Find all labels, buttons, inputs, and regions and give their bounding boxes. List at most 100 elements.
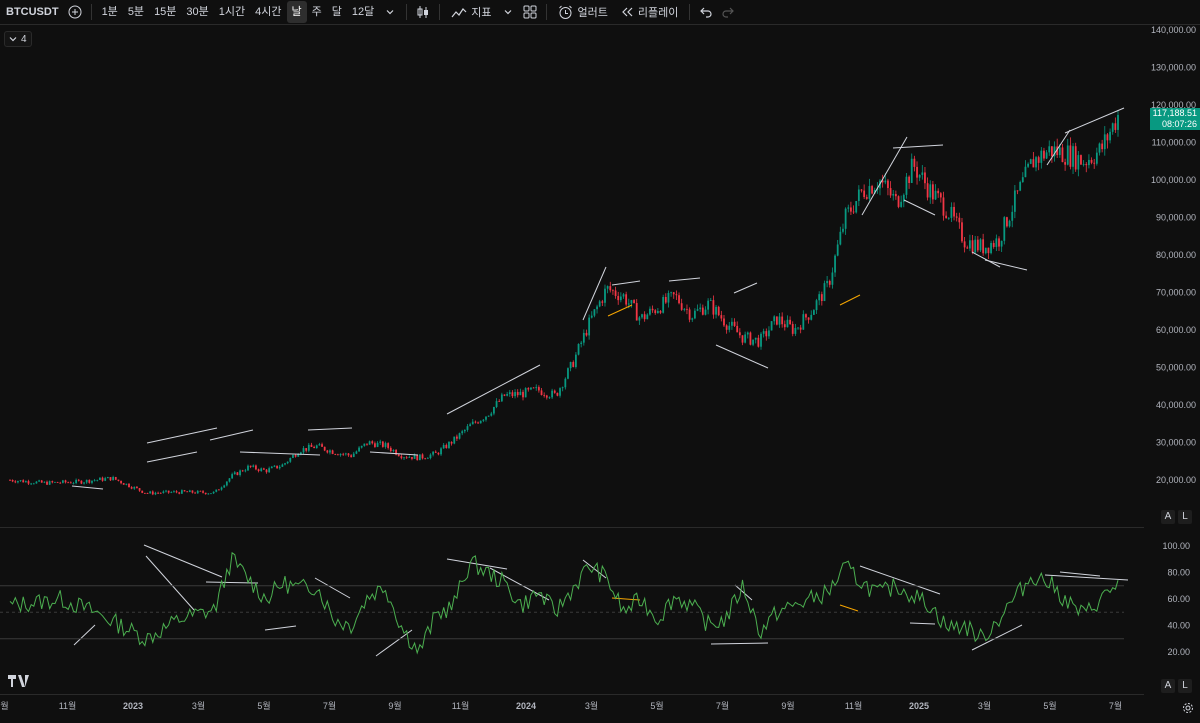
candle-body (9, 480, 11, 481)
interval-1h[interactable]: 1시간 (218, 6, 246, 18)
indicators-button[interactable]: 지표 (445, 4, 497, 20)
trend-line (971, 624, 1023, 651)
interval-1w[interactable]: 주 (311, 6, 322, 18)
legend-count: 4 (21, 33, 27, 45)
candle-body (1095, 152, 1098, 164)
tradingview-logo[interactable] (8, 674, 30, 688)
interval-15m[interactable]: 15분 (154, 6, 177, 18)
divider (90, 4, 92, 20)
candle-body (561, 387, 564, 389)
candle-body (577, 343, 580, 355)
candle-body (736, 325, 739, 333)
replay-button[interactable]: 리플레이 (614, 4, 684, 20)
candle-body (265, 469, 268, 473)
candle-body (202, 491, 204, 493)
interval-30m[interactable]: 30분 (186, 6, 209, 18)
undo-icon[interactable] (695, 1, 717, 23)
symbol-search[interactable]: BTCUSDT (6, 6, 59, 18)
candle-body (982, 239, 985, 254)
candle-body (490, 413, 493, 416)
candle-body (598, 301, 601, 307)
candle-body (56, 481, 59, 483)
candle-body (323, 446, 326, 451)
candle-body (183, 490, 186, 492)
candle-body (746, 332, 749, 335)
interval-1mo[interactable]: 달 (331, 6, 342, 18)
candle-body (117, 479, 120, 481)
candle-body (672, 292, 675, 295)
pane-separator[interactable] (0, 527, 1144, 528)
chevron-down-icon[interactable] (379, 1, 401, 23)
candle-body (852, 211, 855, 213)
redo-icon[interactable] (717, 1, 739, 23)
price-tick-label: 130,000.00 (1151, 63, 1196, 73)
candle-body (651, 308, 654, 311)
candle-body (773, 316, 776, 322)
candle-body (77, 479, 80, 481)
candle-body (162, 491, 165, 493)
candle-body (974, 239, 977, 253)
candle-body (775, 316, 778, 325)
candle-body (699, 307, 702, 310)
time-tick-label: 9월 (0, 700, 9, 711)
candle-body (900, 201, 903, 207)
candle-body (514, 392, 516, 397)
interval-1d[interactable]: 날 (286, 1, 307, 23)
interval-1m[interactable]: 1분 (101, 6, 118, 18)
candle-body (857, 189, 860, 202)
candle-body (625, 294, 628, 305)
candle-body (622, 294, 625, 297)
price-tick-label: 70,000.00 (1156, 288, 1196, 298)
candle-body (315, 445, 318, 449)
candle-body (596, 306, 598, 310)
candle-body (783, 324, 786, 328)
candle-body (590, 315, 593, 318)
interval-5m[interactable]: 5분 (127, 6, 145, 18)
candle-body (352, 453, 355, 457)
candle-body (836, 244, 839, 256)
candle-body (233, 472, 236, 475)
candle-body (24, 481, 27, 483)
legend-toggle[interactable]: 4 (4, 31, 32, 47)
candle-body (149, 491, 152, 494)
alert-button[interactable]: 얼러트 (552, 4, 613, 20)
chevron-down-icon[interactable] (497, 1, 519, 23)
candle-body (241, 470, 244, 472)
candles-icon[interactable] (412, 1, 434, 23)
interval-4h[interactable]: 4시간 (255, 6, 282, 18)
trend-line (903, 199, 936, 216)
candle-body (43, 481, 46, 483)
candle-body (929, 184, 932, 198)
grid-icon[interactable] (519, 1, 541, 23)
candle-body (931, 184, 934, 200)
log-scale-button[interactable]: L (1178, 510, 1192, 524)
candle-body (1082, 164, 1085, 165)
candle-body (477, 422, 479, 424)
auto-scale-button[interactable]: A (1161, 510, 1175, 524)
candle-body (934, 190, 937, 200)
candle-body (889, 188, 892, 196)
divider (406, 4, 408, 20)
candle-body (850, 207, 852, 212)
auto-scale-button[interactable]: A (1161, 679, 1175, 693)
candle-body (976, 239, 979, 251)
candle-body (69, 482, 72, 484)
candle-body (318, 444, 321, 446)
gear-icon[interactable] (1182, 702, 1194, 714)
rsi-tick-label: 80.00 (1167, 568, 1190, 578)
candle-body (400, 456, 403, 459)
candle-body (984, 247, 987, 254)
trend-line (1046, 129, 1071, 166)
candle-body (1021, 177, 1024, 183)
plus-circle-icon[interactable] (64, 1, 86, 23)
candle-body (334, 454, 337, 455)
candle-body (842, 228, 844, 232)
candle-body (1024, 166, 1027, 178)
trend-line (715, 344, 769, 369)
candle-body (532, 387, 535, 389)
log-scale-button[interactable]: L (1178, 679, 1192, 693)
candle-body (908, 176, 910, 183)
candle-body (807, 317, 810, 320)
interval-12mo[interactable]: 12달 (351, 6, 375, 18)
